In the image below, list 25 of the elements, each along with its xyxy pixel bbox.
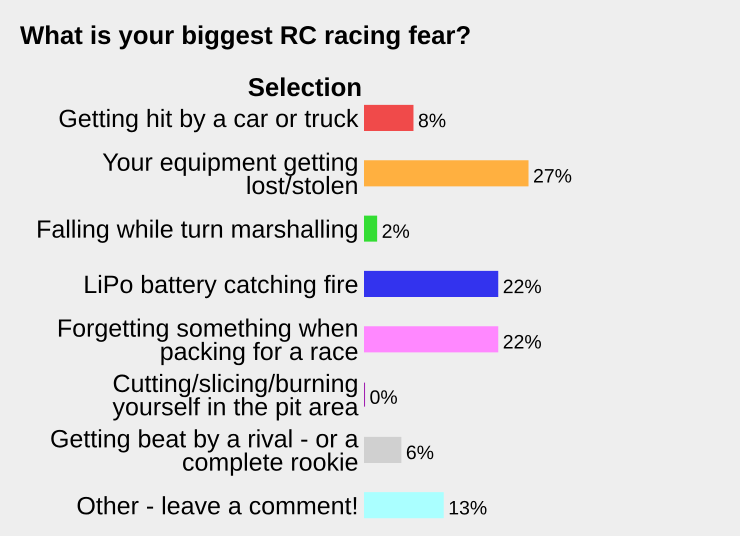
- y-tick-label: Falling while turn marshalling: [38, 220, 357, 243]
- bar: [364, 270, 498, 297]
- chart-title: What is your biggest RC racing fear?: [20, 25, 470, 50]
- bar: [364, 436, 402, 463]
- bar: [364, 160, 529, 186]
- y-tick-label: LiPo battery catching fire: [85, 274, 358, 298]
- y-tick-label: Your equipment getting lost/stolen: [102, 152, 357, 194]
- y-tick-label: Getting hit by a car or truck: [60, 108, 358, 132]
- y-tick-label: Forgetting something when packing for a race: [58, 318, 358, 366]
- data-label: 13%: [450, 500, 486, 515]
- data-label: 8%: [418, 114, 446, 128]
- data-label: 22%: [504, 334, 541, 349]
- data-label: 0%: [370, 390, 397, 404]
- data-label: 6%: [406, 446, 434, 460]
- bar: [364, 216, 378, 242]
- y-tick-label: Other - leave a comment!: [78, 496, 356, 515]
- bar: [364, 326, 498, 352]
- y-axis-title: Selection: [248, 77, 360, 96]
- data-label: 2%: [382, 224, 410, 238]
- data-label: 27%: [534, 168, 572, 183]
- bar: [364, 492, 444, 518]
- y-tick-label: Cutting/slicing/burning yourself in the pit area: [112, 374, 358, 420]
- y-tick-label: Getting beat by a rival - or a complete rookie: [51, 429, 358, 476]
- data-label: 22%: [504, 280, 541, 294]
- bar: [364, 104, 414, 132]
